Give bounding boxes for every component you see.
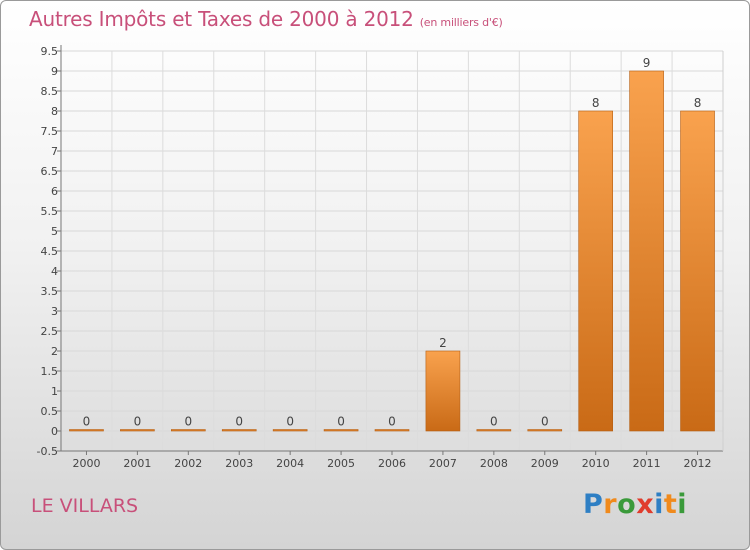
bar-2005 [323,429,359,432]
bar-2012 [680,110,715,432]
bar-2009 [527,429,563,432]
y-tick-label: 8.5 [41,85,59,98]
y-tick-label: 7.5 [41,125,59,138]
grid-lines [60,50,724,452]
value-label-2012: 8 [694,96,702,110]
logo-letter: r [603,489,618,520]
proxiti-logo[interactable]: Proxiti [583,489,687,520]
y-tick-label: 8 [51,105,58,118]
y-tick-label: 0.5 [41,405,59,418]
value-label-2001: 0 [134,415,142,429]
bar-2004 [272,429,308,432]
x-tick-label-2012: 2012 [684,457,712,470]
x-tick-label-2009: 2009 [531,457,559,470]
x-tick-label-2007: 2007 [429,457,457,470]
value-label-2003: 0 [235,415,243,429]
x-tick-label-2001: 2001 [123,457,151,470]
logo-letter: t [663,489,678,520]
bar-2007 [425,350,461,432]
x-tick-label-2000: 2000 [72,457,100,470]
value-label-2010: 8 [592,96,600,110]
bar-2008 [476,429,512,432]
bar-2002 [171,429,206,432]
value-label-2004: 0 [286,415,294,429]
y-tick-label: 9.5 [41,45,59,58]
value-label-2008: 0 [490,415,498,429]
y-tick-label: 4 [51,265,58,278]
y-tick-label: 7 [51,145,58,158]
axes [57,45,724,455]
bar-2010 [578,110,613,432]
chart-unit: (en milliers d'€) [419,16,503,29]
bar-2001 [120,429,155,432]
logo-letter: x [636,489,655,520]
x-tick-label-2011: 2011 [633,457,661,470]
y-tick-label: 5 [51,225,58,238]
logo-letter: i [654,489,664,520]
y-tick-label: 9 [51,65,58,78]
y-tick-label: 1 [51,385,58,398]
y-tick-label: 5.5 [41,205,59,218]
value-label-2000: 0 [83,415,91,429]
labels: -0.5 0 0.5 1 1.5 2 2.5 3 3.5 4 4.5 5 5.5 6 6.5 7 7.5 8 8.5… [37,45,712,470]
y-tick-label: 2.5 [41,325,59,338]
y-tick-label: 2 [51,345,58,358]
y-tick-label: 0 [51,425,58,438]
y-tick-label: 1.5 [41,365,59,378]
x-tick-label-2003: 2003 [225,457,253,470]
y-tick-label: 3.5 [41,285,59,298]
x-tick-label-2005: 2005 [327,457,355,470]
x-tick-label-2004: 2004 [276,457,304,470]
logo-letter: i [677,489,688,520]
y-tick-label: 4.5 [41,245,59,258]
y-tick-label: -0.5 [37,445,58,458]
chart-title: Autres Impôts et Taxes de 2000 à 2012 (en… [29,7,503,31]
bars [69,70,715,432]
bar-2011 [629,70,664,432]
x-tick-label-2006: 2006 [378,457,406,470]
y-tick-label: 3 [51,305,58,318]
value-label-2007: 2 [439,336,447,350]
y-tick-label: 6 [51,185,58,198]
bar-2003 [221,429,257,432]
value-label-2011: 9 [643,56,651,70]
value-label-2005: 0 [337,415,345,429]
x-tick-label-2010: 2010 [582,457,610,470]
x-tick-label-2008: 2008 [480,457,508,470]
value-label-2002: 0 [184,415,192,429]
y-tick-label: 6.5 [41,165,59,178]
bar-2000 [69,429,104,432]
bar-2006 [374,429,410,432]
commune-name: LE VILLARS [31,495,139,517]
x-tick-label-2002: 2002 [174,457,202,470]
logo-letter: P [583,489,604,520]
logo-letter: o [617,489,637,520]
value-label-2009: 0 [541,415,549,429]
value-label-2006: 0 [388,415,396,429]
